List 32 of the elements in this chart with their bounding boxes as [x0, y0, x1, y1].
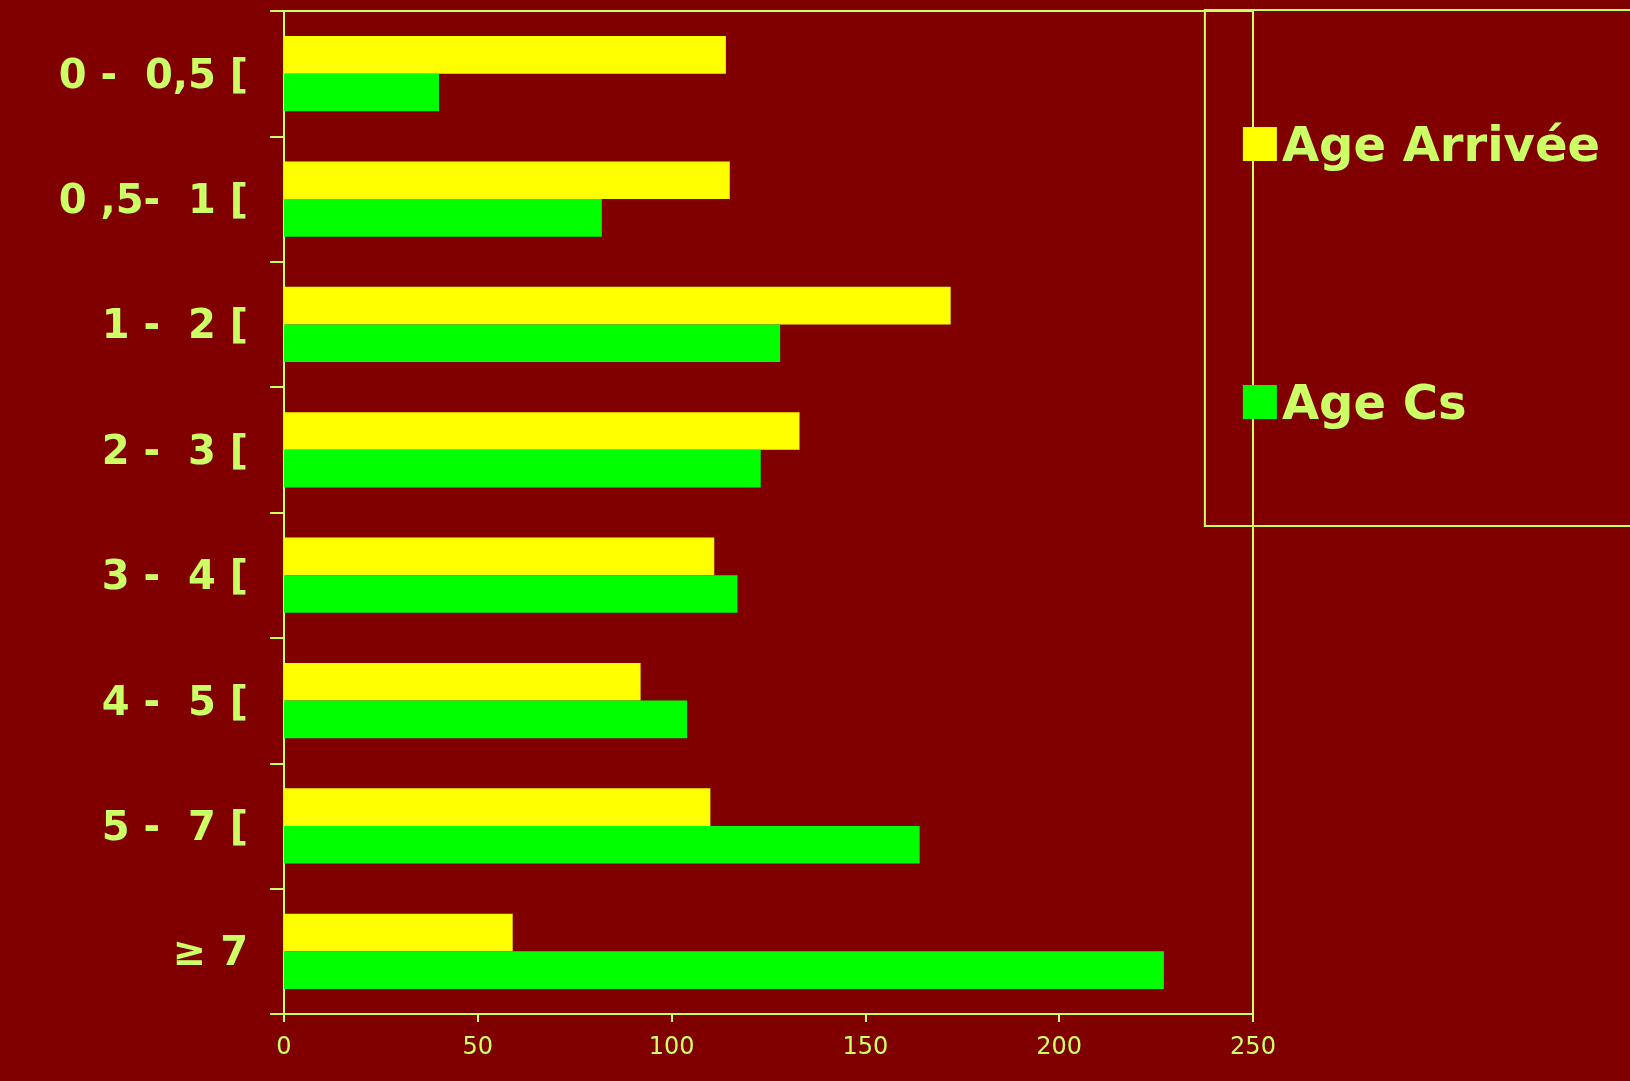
y-tick-label: 1 - 2 [	[101, 301, 248, 348]
x-tick-label: 50	[462, 1032, 494, 1060]
bar	[284, 449, 761, 488]
bar	[284, 199, 602, 237]
bar	[284, 537, 715, 576]
y-tick-label: ≥ 7	[172, 928, 248, 975]
bar	[284, 73, 440, 112]
bar	[284, 788, 711, 826]
y-tick-label: 0 ,5- 1 [	[58, 176, 248, 223]
bar	[284, 825, 920, 864]
bar	[284, 412, 800, 450]
bar	[284, 700, 688, 739]
bar	[284, 662, 641, 701]
y-tick-label: 5 - 7 [	[101, 802, 248, 849]
bar	[284, 951, 1164, 989]
x-tick-label: 150	[842, 1032, 889, 1060]
bar	[284, 161, 730, 200]
bar	[284, 913, 513, 952]
x-tick-label: 200	[1036, 1032, 1083, 1060]
bar	[284, 36, 726, 74]
y-tick-label: 0 - 0,5 [	[58, 50, 248, 97]
bar	[284, 286, 951, 325]
legend-label: Age Arrivée	[1281, 116, 1601, 172]
bar	[284, 575, 738, 613]
x-tick-label: 0	[276, 1032, 292, 1060]
legend-label: Age Cs	[1281, 374, 1467, 430]
y-tick-label: 4 - 5 [	[101, 677, 248, 724]
bar	[284, 324, 781, 363]
x-tick-label: 100	[648, 1032, 695, 1060]
x-tick-label: 250	[1230, 1032, 1276, 1060]
y-tick-label: 3 - 4 [	[101, 552, 248, 599]
y-tick-label: 2 - 3 [	[101, 426, 248, 473]
